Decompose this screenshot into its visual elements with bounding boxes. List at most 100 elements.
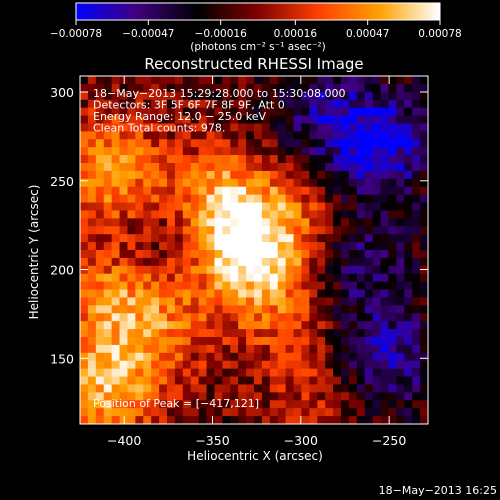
heatmap-cell bbox=[151, 186, 160, 196]
heatmap-cell bbox=[364, 329, 374, 338]
heatmap-cell bbox=[151, 281, 160, 291]
heatmap-cell bbox=[230, 218, 239, 227]
heatmap-cell bbox=[269, 384, 279, 393]
heatmap-cell bbox=[238, 273, 247, 283]
heatmap-cell bbox=[404, 297, 413, 306]
heatmap-cell bbox=[404, 194, 413, 204]
heatmap-cell bbox=[364, 226, 374, 235]
heatmap-cell bbox=[151, 194, 160, 204]
heatmap-cell bbox=[174, 131, 184, 140]
heatmap-cell bbox=[246, 202, 255, 212]
heatmap-cell bbox=[293, 313, 303, 322]
heatmap-cell bbox=[167, 313, 176, 322]
heatmap-cell bbox=[293, 83, 303, 93]
heatmap-cell bbox=[198, 131, 208, 140]
heatmap-cell bbox=[277, 408, 287, 417]
heatmap-cell bbox=[206, 218, 216, 227]
heatmap-cell bbox=[333, 281, 342, 291]
heatmap-cell bbox=[380, 115, 390, 125]
heatmap-cell bbox=[317, 360, 326, 370]
heatmap-cell bbox=[388, 352, 397, 362]
heatmap-cell bbox=[277, 194, 287, 204]
heatmap-cell bbox=[261, 416, 271, 424]
heatmap-cell bbox=[151, 289, 160, 299]
heatmap-cell bbox=[372, 384, 382, 393]
heatmap-cell bbox=[285, 289, 295, 299]
heatmap-cell bbox=[269, 99, 279, 109]
heatmap-cell bbox=[341, 368, 350, 378]
heatmap-cell bbox=[309, 321, 318, 330]
heatmap-cell bbox=[341, 107, 350, 117]
heatmap-cell bbox=[151, 408, 160, 417]
heatmap-cell bbox=[135, 408, 144, 417]
heatmap-cell bbox=[246, 131, 255, 140]
heatmap-cell bbox=[151, 360, 160, 370]
heatmap-cell bbox=[238, 416, 247, 424]
heatmap-cell bbox=[293, 155, 303, 164]
heatmap-cell bbox=[309, 210, 318, 219]
heatmap-cell bbox=[317, 344, 326, 354]
heatmap-cell bbox=[412, 131, 421, 140]
heatmap-cell bbox=[103, 337, 113, 346]
heatmap-cell bbox=[95, 123, 105, 132]
heatmap-cell bbox=[396, 329, 405, 338]
heatmap-cell bbox=[325, 155, 334, 164]
heatmap-cell bbox=[364, 297, 374, 306]
heatmap-cell bbox=[341, 218, 350, 227]
heatmap-cell bbox=[167, 186, 176, 196]
heatmap-cell bbox=[119, 226, 129, 235]
heatmap-cell bbox=[380, 297, 390, 306]
heatmap-cell bbox=[388, 408, 397, 417]
heatmap-cell bbox=[119, 178, 129, 188]
heatmap-cell bbox=[182, 91, 192, 101]
heatmap-cell bbox=[206, 400, 216, 409]
heatmap-cell bbox=[293, 273, 303, 283]
heatmap-cell bbox=[341, 202, 350, 212]
heatmap-cell bbox=[301, 305, 310, 314]
heatmap-cell bbox=[190, 91, 200, 101]
heatmap-cell bbox=[159, 376, 168, 386]
heatmap-cell bbox=[159, 337, 168, 346]
heatmap-cell bbox=[372, 392, 382, 401]
heatmap-cell bbox=[380, 210, 390, 219]
heatmap-cell bbox=[388, 360, 397, 370]
heatmap-cell bbox=[246, 360, 255, 370]
heatmap-cell bbox=[285, 99, 295, 109]
heatmap-cell bbox=[348, 91, 358, 101]
heatmap-cell bbox=[277, 416, 287, 424]
heatmap-cell bbox=[143, 178, 152, 188]
heatmap-cell bbox=[412, 337, 421, 346]
heatmap-cell bbox=[151, 155, 160, 164]
heatmap-cell bbox=[309, 202, 318, 212]
heatmap-cell bbox=[293, 210, 303, 219]
heatmap-cell bbox=[420, 170, 428, 180]
heatmap-cell bbox=[364, 305, 374, 314]
heatmap-cell bbox=[119, 99, 129, 109]
heatmap-cell bbox=[372, 170, 382, 180]
heatmap-cell bbox=[333, 289, 342, 299]
heatmap-cell bbox=[317, 297, 326, 306]
heatmap-cell bbox=[190, 131, 200, 140]
heatmap-cell bbox=[143, 202, 152, 212]
heatmap-cell bbox=[261, 107, 271, 117]
heatmap-cell bbox=[420, 250, 428, 259]
heatmap-cell bbox=[309, 392, 318, 401]
heatmap-cell bbox=[111, 392, 121, 401]
heatmap-cell bbox=[174, 99, 184, 109]
heatmap-cell bbox=[348, 257, 358, 267]
heatmap-cell bbox=[372, 163, 382, 172]
heatmap-cell bbox=[167, 76, 176, 85]
heatmap-cell bbox=[151, 344, 160, 354]
heatmap-cell bbox=[333, 384, 342, 393]
heatmap-cell bbox=[309, 242, 318, 251]
heatmap-cell bbox=[119, 91, 129, 101]
heatmap-cell bbox=[182, 384, 192, 393]
heatmap-cell bbox=[333, 297, 342, 306]
heatmap-cell bbox=[372, 76, 382, 85]
heatmap-cell bbox=[285, 297, 295, 306]
heatmap-cell bbox=[174, 416, 184, 424]
heatmap-cell bbox=[356, 131, 366, 140]
heatmap-cell bbox=[151, 313, 160, 322]
heatmap-cell bbox=[325, 384, 334, 393]
heatmap-cell bbox=[254, 202, 263, 212]
